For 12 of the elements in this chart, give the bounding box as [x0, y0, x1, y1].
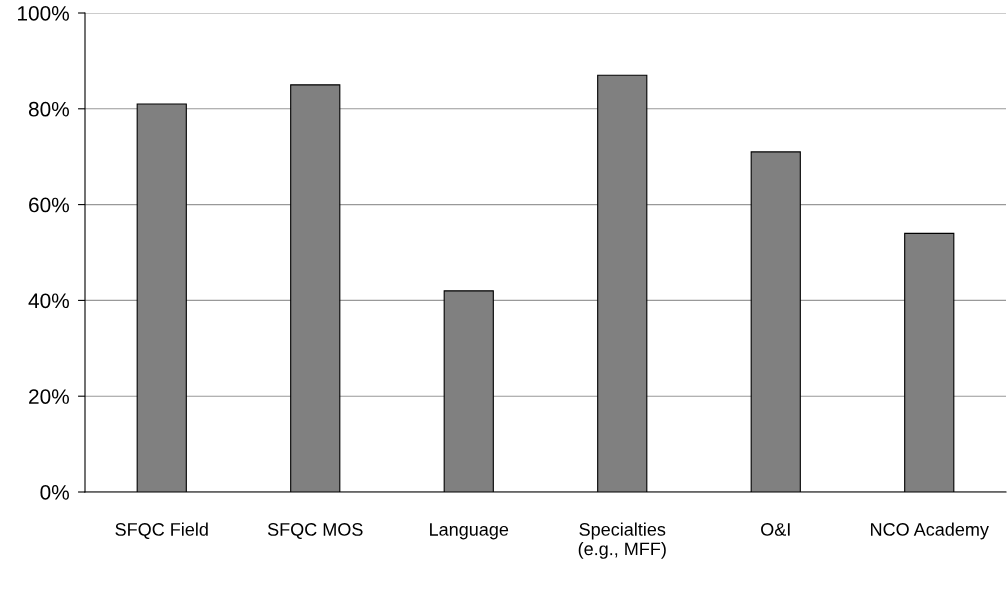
x-tick-label: SFQC MOS — [267, 523, 363, 540]
y-tick-label: 60% — [29, 197, 69, 213]
x-tick-label: SFQC Field — [115, 522, 208, 540]
x-tick-label: Specialties (e.g., MFF) — [578, 522, 666, 559]
x-tick-label: O&I — [761, 523, 790, 536]
x-tick-label: Language — [430, 523, 509, 540]
y-tick-label: 80% — [28, 101, 69, 117]
y-tick-label: 100% — [18, 6, 69, 21]
y-tick-label: 40% — [28, 293, 69, 309]
x-tick-label: NCO Academy — [871, 522, 989, 540]
y-tick-label: 20% — [29, 389, 69, 404]
y-tick-label: 0% — [40, 485, 69, 500]
